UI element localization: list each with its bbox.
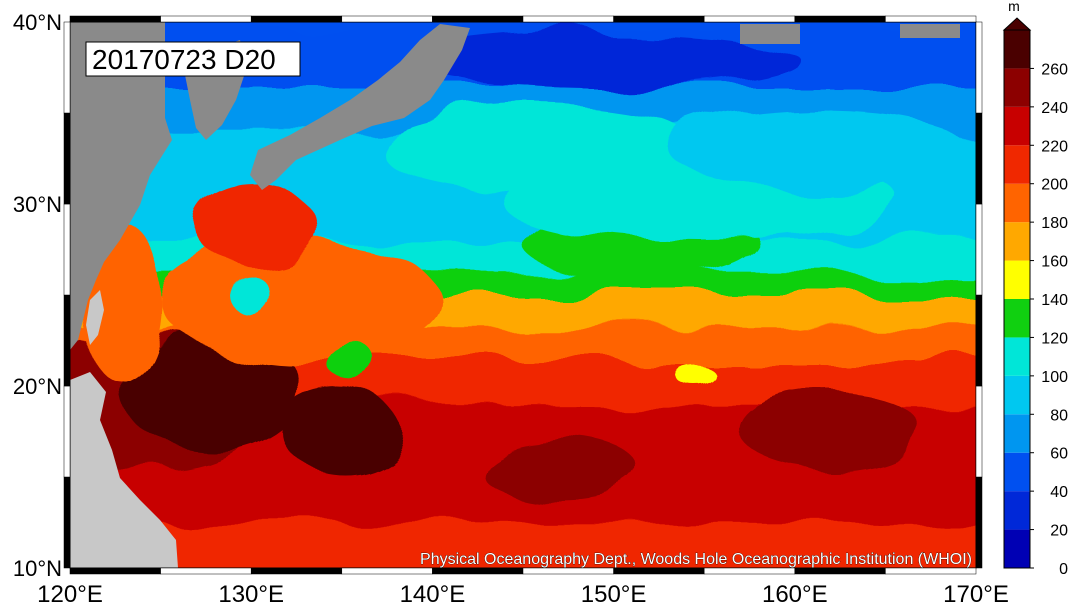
credit-text: Physical Oceanography Dept., Woods Hole … (420, 551, 972, 568)
land-japan (250, 24, 470, 190)
land-philippines (70, 372, 178, 568)
colorbar-tick-label: 240 (1041, 100, 1068, 117)
colorbar-tick-label: 100 (1041, 369, 1068, 386)
colorbar-tick-label: 0 (1059, 561, 1068, 578)
colorbar: 0 20 40 60 80 100 120 140 160 180 200 220 240 260 (1002, 17, 1068, 578)
colorbar-arrow (1002, 17, 1032, 31)
colorbar-swatch (1004, 375, 1030, 415)
colorbar-swatch (1004, 183, 1030, 223)
colorbar-tick-label: 220 (1041, 138, 1068, 155)
colorbar-swatch (1004, 222, 1030, 261)
lat-tick-label: 20°N (13, 374, 62, 399)
lon-tick-label: 150°E (581, 581, 647, 606)
date-label-box: 20170723 D20 (85, 41, 301, 77)
lat-tick-label: 40°N (13, 10, 62, 35)
land-taiwan (86, 290, 104, 345)
colorbar-swatch (1004, 68, 1030, 107)
colorbar-swatch (1004, 145, 1030, 184)
colorbar-swatch (1004, 529, 1030, 568)
lon-tick-label: 130°E (218, 581, 284, 606)
lon-tick-label: 140°E (400, 581, 466, 606)
colorbar-tick-label: 260 (1041, 61, 1068, 78)
land-honshu-patch (740, 24, 800, 44)
colorbar-swatch (1004, 106, 1030, 146)
land-china (70, 22, 172, 350)
lon-tick-label: 170°E (943, 581, 1009, 606)
thermocline-depth-field (70, 22, 976, 568)
colorbar-tick-label: 40 (1050, 484, 1068, 501)
colorbar-tick-label: 80 (1050, 407, 1068, 424)
colorbar-swatch (1004, 299, 1030, 338)
colorbar-swatch (1004, 452, 1030, 492)
lon-tick-label: 120°E (37, 581, 103, 606)
colorbar-swatch (1004, 414, 1030, 453)
colorbar-tick-label: 120 (1041, 330, 1068, 347)
lon-tick-label: 160°E (762, 581, 828, 606)
colorbar-tick-label: 200 (1041, 177, 1068, 194)
colorbar-unit: m (1008, 0, 1020, 14)
axis-tick-labels: 120°E 130°E 140°E 150°E 160°E 170°E 10°N 20°N 30… (13, 10, 1009, 608)
colorbar-tick-label: 60 (1050, 446, 1068, 463)
colorbar-swatch (1004, 337, 1030, 376)
colorbar-tick-label: 180 (1041, 215, 1068, 232)
date-label: 20170723 D20 (92, 44, 276, 75)
colorbar-tick-label: 140 (1041, 292, 1068, 309)
colorbar-swatch (1004, 30, 1030, 69)
land-kuril-patch (900, 24, 960, 38)
colorbar-tick-label: 20 (1050, 523, 1068, 540)
land-layer (70, 22, 960, 568)
colorbar-swatch (1004, 491, 1030, 530)
lat-tick-label: 30°N (13, 192, 62, 217)
lat-tick-label: 10°N (13, 556, 62, 581)
map-frame (63, 15, 983, 575)
colorbar-swatch (1004, 260, 1030, 299)
colorbar-tick-label: 160 (1041, 254, 1068, 271)
